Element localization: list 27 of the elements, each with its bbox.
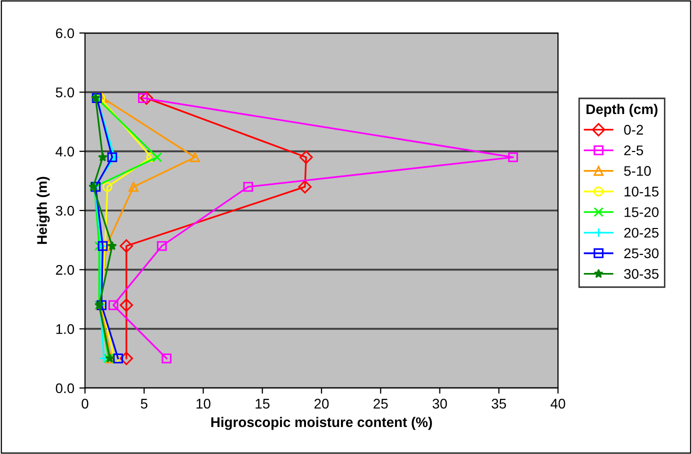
y-tick-label: 6.0 xyxy=(56,28,74,38)
legend-label: 20-25 xyxy=(624,228,659,238)
legend-label: 15-20 xyxy=(624,207,659,218)
y-tick-label: 4.0 xyxy=(56,146,74,157)
legend-label: 5-10 xyxy=(624,166,651,176)
x-tick-label: 15 xyxy=(256,398,270,409)
legend-label: 10-15 xyxy=(624,186,659,196)
y-tick-label: 1.0 xyxy=(56,324,74,334)
x-tick-label: 5 xyxy=(140,398,148,409)
legend-label: 30-35 xyxy=(624,268,659,279)
legend-label: 0-2 xyxy=(624,124,643,135)
x-tick-label: 25 xyxy=(374,398,388,409)
x-tick-label: 10 xyxy=(196,398,210,409)
x-tick-label: 30 xyxy=(432,398,447,409)
y-tick-label: 5.0 xyxy=(56,88,74,98)
x-tick-label: 40 xyxy=(550,398,566,409)
y-axis-title: Heigth (m) xyxy=(36,176,50,244)
y-tick-label: 3.0 xyxy=(56,206,74,216)
x-tick-label: 0 xyxy=(82,398,88,409)
y-tick-label: 2.0 xyxy=(56,265,74,275)
x-tick-label: 20 xyxy=(314,398,329,409)
legend-title: Depth (cm) xyxy=(586,104,658,117)
y-tick-label: 0.0 xyxy=(56,383,74,394)
x-axis-title: Higroscopic moisture content (%) xyxy=(211,416,432,430)
x-tick-label: 35 xyxy=(492,398,506,409)
legend-label: 25-30 xyxy=(624,248,659,258)
legend-label: 2-5 xyxy=(624,145,644,156)
